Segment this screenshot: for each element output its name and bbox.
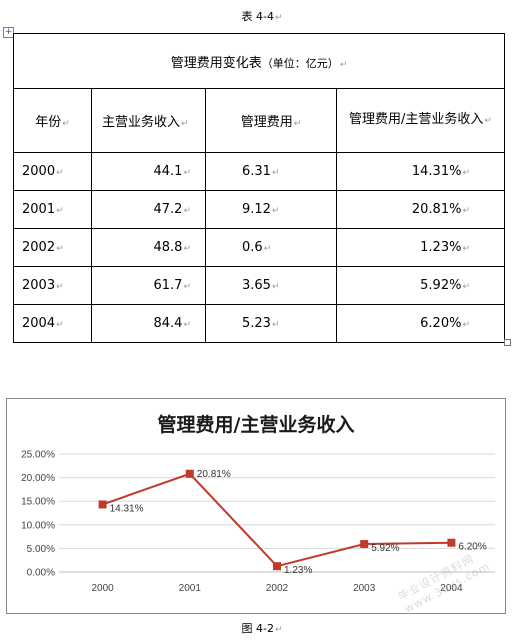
- paragraph-mark-icon: ↵: [462, 282, 470, 292]
- cell-year: 2003↵: [13, 266, 92, 305]
- paragraph-mark-icon: ↵: [56, 282, 64, 292]
- management-expense-table: 管理费用变化表（单位：亿元）↵ 年份↵ 主营业务收入↵ 管理费用↵ 管理费用/主…: [13, 33, 505, 343]
- paragraph-mark-icon: ↵: [271, 282, 280, 292]
- cell-ratio: 6.20%↵: [336, 304, 505, 343]
- table-row: 2003↵ 61.7↵ 3.65↵ 5.92%↵: [13, 266, 505, 305]
- table-row: 2002↵ 48.8↵ 0.6↵ 1.23%↵: [13, 228, 505, 267]
- paragraph-mark-icon: ↵: [339, 59, 348, 70]
- cell-expense: 6.31↵: [205, 152, 337, 191]
- data-label: 14.31%: [110, 503, 144, 514]
- table-row: 2001↵ 47.2↵ 9.12↵ 20.81%↵: [13, 190, 505, 229]
- data-point-marker: [447, 538, 456, 547]
- paragraph-mark-icon: ↵: [271, 206, 280, 216]
- y-tick-label: 0.00%: [27, 568, 55, 579]
- paragraph-mark-icon: ↵: [462, 206, 470, 216]
- cell-ratio: 5.92%↵: [336, 266, 505, 305]
- cell-ratio: 20.81%↵: [336, 190, 505, 229]
- paragraph-mark-icon: ↵: [62, 119, 70, 129]
- paragraph-mark-icon: ↵: [56, 244, 64, 254]
- x-tick-label: 2001: [179, 583, 202, 594]
- cell-year: 2004↵: [13, 304, 92, 343]
- cell-revenue: 47.2↵: [91, 190, 206, 229]
- table-title: 管理费用变化表: [170, 55, 262, 71]
- paragraph-mark-icon: ↵: [274, 625, 283, 635]
- x-tick-label: 2002: [266, 583, 289, 594]
- data-label: 20.81%: [197, 469, 231, 480]
- paragraph-mark-icon: ↵: [271, 168, 280, 178]
- figure-caption: 图 4-2↵: [241, 622, 283, 635]
- chart-container: 管理费用/主营业务收入 0.00% 5.00% 10.00% 15.00% 20.00% 2…: [6, 398, 506, 614]
- paragraph-mark-icon: ↵: [183, 206, 191, 216]
- data-point-marker: [185, 469, 194, 478]
- header-revenue: 主营业务收入↵: [91, 88, 206, 153]
- table-title-cell: 管理费用变化表（单位：亿元）↵: [13, 33, 505, 89]
- cell-ratio: 1.23%↵: [336, 228, 505, 267]
- paragraph-mark-icon: ↵: [183, 168, 191, 178]
- cell-revenue: 48.8↵: [91, 228, 206, 267]
- paragraph-mark-icon: ↵: [56, 168, 64, 178]
- table-row: 2000↵ 44.1↵ 6.31↵ 14.31%↵: [13, 152, 505, 191]
- paragraph-mark-icon: ↵: [183, 282, 191, 292]
- cell-year: 2000↵: [13, 152, 92, 191]
- data-label: 5.92%: [371, 543, 399, 554]
- paragraph-mark-icon: ↵: [462, 244, 470, 254]
- cell-revenue: 44.1↵: [91, 152, 206, 191]
- header-ratio: 管理费用/主营业务收入↵: [336, 88, 505, 153]
- paragraph-mark-icon: ↵: [484, 116, 492, 126]
- cell-year: 2001↵: [13, 190, 92, 229]
- y-tick-label: 20.00%: [21, 473, 55, 484]
- paragraph-mark-icon: ↵: [274, 13, 283, 23]
- x-tick-label: 2004: [440, 583, 463, 594]
- paragraph-mark-icon: ↵: [183, 244, 191, 254]
- cell-expense: 9.12↵: [205, 190, 337, 229]
- x-tick-label: 2000: [91, 583, 114, 594]
- cell-expense: 3.65↵: [205, 266, 337, 305]
- y-tick-label: 25.00%: [21, 450, 55, 461]
- table-resize-handle[interactable]: [504, 339, 511, 346]
- table-unit: （单位：亿元）: [261, 56, 339, 70]
- line-chart: 管理费用/主营业务收入 0.00% 5.00% 10.00% 15.00% 20.00% 2…: [21, 413, 495, 594]
- paragraph-mark-icon: ↵: [263, 244, 272, 254]
- data-label: 6.20%: [458, 542, 486, 553]
- y-tick-label: 15.00%: [21, 497, 55, 508]
- paragraph-mark-icon: ↵: [56, 320, 64, 330]
- y-tick-label: 5.00%: [27, 544, 55, 555]
- table-header-row: 年份↵ 主营业务收入↵ 管理费用↵ 管理费用/主营业务收入↵: [13, 88, 505, 153]
- data-point-marker: [360, 540, 369, 549]
- header-year: 年份↵: [13, 88, 92, 153]
- paragraph-mark-icon: ↵: [56, 206, 64, 216]
- cell-expense: 5.23↵: [205, 304, 337, 343]
- table-title-row: 管理费用变化表（单位：亿元）↵: [13, 33, 505, 89]
- paragraph-mark-icon: ↵: [293, 119, 302, 129]
- paragraph-mark-icon: ↵: [181, 119, 189, 129]
- paragraph-mark-icon: ↵: [462, 320, 470, 330]
- paragraph-mark-icon: ↵: [183, 320, 191, 330]
- x-tick-label: 2003: [353, 583, 376, 594]
- cell-expense: 0.6↵: [205, 228, 337, 267]
- paragraph-mark-icon: ↵: [271, 320, 280, 330]
- data-label: 1.23%: [284, 565, 312, 576]
- cell-ratio: 14.31%↵: [336, 152, 505, 191]
- cell-year: 2002↵: [13, 228, 92, 267]
- table-move-handle-icon[interactable]: +: [3, 27, 14, 38]
- table-caption: 表 4-4↵: [241, 10, 283, 23]
- paragraph-mark-icon: ↵: [462, 168, 470, 178]
- cell-revenue: 61.7↵: [91, 266, 206, 305]
- y-tick-label: 10.00%: [21, 520, 55, 531]
- chart-title: 管理费用/主营业务收入: [158, 413, 355, 436]
- header-expense: 管理费用↵: [205, 88, 337, 153]
- cell-revenue: 84.4↵: [91, 304, 206, 343]
- data-point-marker: [273, 562, 281, 571]
- table-row: 2004↵ 84.4↵ 5.23↵ 6.20%↵: [13, 304, 505, 343]
- data-point-marker: [98, 500, 107, 509]
